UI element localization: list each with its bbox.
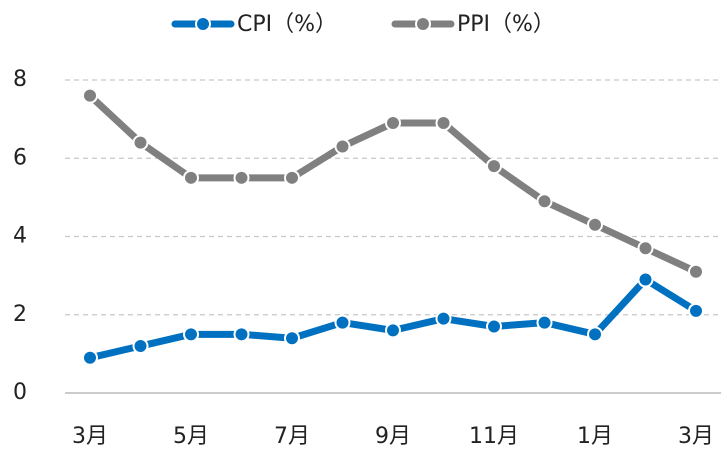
y-tick-label: 6 [13,145,27,170]
y-tick-label: 8 [13,67,27,92]
data-point [637,271,654,288]
y-tick-label: 0 [13,380,27,405]
legend-marker [195,16,211,32]
x-tick-label: 7月 [274,424,310,449]
data-point [587,326,603,343]
y-tick-label: 2 [13,302,27,327]
data-point [183,326,199,343]
data-point [435,310,452,327]
data-point [385,115,401,132]
data-point [688,263,704,280]
data-point [284,330,300,347]
data-point [82,349,98,366]
y-tick-label: 4 [13,224,27,249]
data-point [486,318,502,335]
x-tick-label: 9月 [375,424,411,449]
legend-label: PPI（%） [457,12,555,37]
data-point [486,158,502,175]
data-point [536,314,553,331]
data-point [536,193,553,210]
series-line [89,276,698,362]
data-point [132,338,149,355]
x-tick-label: 5月 [173,424,209,449]
data-point [435,115,452,132]
data-point [233,169,250,186]
data-point [233,326,250,343]
x-tick-label: 11月 [469,424,519,449]
data-point [183,169,199,186]
data-point [284,169,300,186]
legend-marker [415,16,431,32]
data-point [637,240,654,257]
data-point [82,87,98,104]
x-tick-label: 1月 [577,424,613,449]
data-point [688,302,704,319]
data-point [385,322,401,339]
x-tick-label: 3月 [72,424,108,449]
data-point [132,134,149,151]
data-point [334,138,351,155]
data-point [587,216,603,233]
legend-label: CPI（%） [237,12,337,37]
data-point [334,314,351,331]
x-tick-label: 3月 [678,424,714,449]
